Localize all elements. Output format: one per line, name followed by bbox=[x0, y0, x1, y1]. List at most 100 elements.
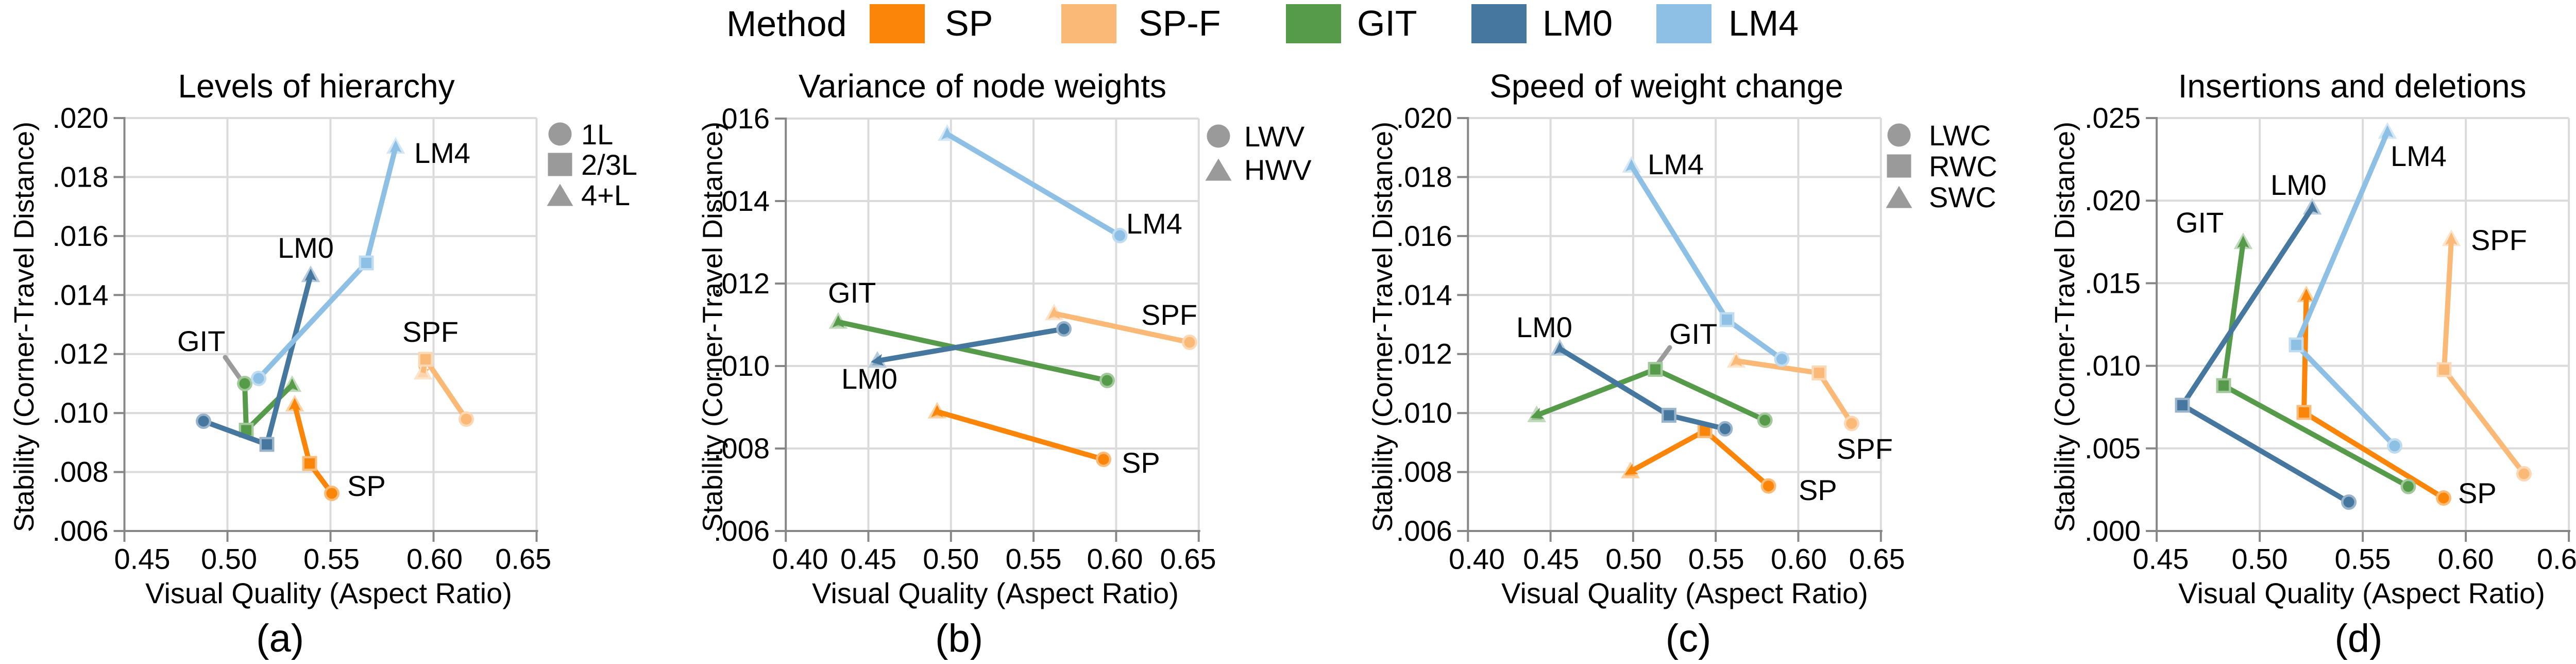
svg-text:0.65: 0.65 bbox=[1160, 543, 1216, 575]
svg-text:0.55: 0.55 bbox=[1006, 543, 1062, 575]
svg-text:LM4: LM4 bbox=[1126, 207, 1182, 240]
svg-text:LWV: LWV bbox=[1244, 120, 1305, 153]
svg-text:Speed of weight change: Speed of weight change bbox=[1489, 68, 1843, 105]
svg-text:GIT: GIT bbox=[2176, 206, 2224, 239]
svg-text:(b): (b) bbox=[935, 617, 983, 660]
svg-text:0.45: 0.45 bbox=[840, 543, 896, 575]
svg-text:0.65: 0.65 bbox=[495, 543, 551, 575]
svg-text:SPF: SPF bbox=[2471, 224, 2527, 256]
svg-text:0.50: 0.50 bbox=[1605, 543, 1662, 575]
svg-text:(a): (a) bbox=[256, 617, 304, 660]
svg-text:.018: .018 bbox=[53, 160, 109, 193]
svg-text:0.60: 0.60 bbox=[1771, 543, 1827, 575]
svg-text:.010: .010 bbox=[714, 350, 770, 382]
svg-text:Stability (Corner-Travel Dista: Stability (Corner-Travel Distance) bbox=[698, 122, 728, 532]
svg-text:(c): (c) bbox=[1666, 617, 1711, 660]
svg-text:0.65: 0.65 bbox=[2537, 543, 2576, 575]
svg-text:Insertions and deletions: Insertions and deletions bbox=[2178, 68, 2527, 105]
svg-text:.014: .014 bbox=[714, 185, 770, 217]
svg-text:SP: SP bbox=[2458, 477, 2497, 509]
svg-text:.008: .008 bbox=[1396, 456, 1452, 488]
svg-text:.016: .016 bbox=[714, 102, 770, 135]
svg-text:.016: .016 bbox=[53, 220, 109, 252]
svg-text:Visual Quality (Aspect Ratio): Visual Quality (Aspect Ratio) bbox=[812, 577, 1179, 609]
svg-text:Visual Quality (Aspect Ratio): Visual Quality (Aspect Ratio) bbox=[2178, 577, 2545, 609]
svg-text:LM4: LM4 bbox=[1728, 3, 1799, 43]
svg-text:LM0: LM0 bbox=[278, 231, 334, 264]
svg-text:0.45: 0.45 bbox=[114, 543, 171, 575]
svg-text:2/3L: 2/3L bbox=[581, 148, 637, 181]
svg-text:.006: .006 bbox=[53, 514, 109, 547]
svg-text:0.60: 0.60 bbox=[1087, 543, 1143, 575]
svg-text:LM0: LM0 bbox=[1516, 311, 1572, 343]
svg-text:.016: .016 bbox=[1396, 220, 1452, 252]
svg-text:0.65: 0.65 bbox=[1849, 543, 1905, 575]
svg-text:0.60: 0.60 bbox=[2438, 543, 2494, 575]
svg-text:Method: Method bbox=[726, 4, 846, 44]
svg-text:.010: .010 bbox=[53, 396, 109, 429]
svg-text:.010: .010 bbox=[1396, 396, 1452, 429]
svg-text:SP: SP bbox=[1799, 474, 1837, 506]
svg-text:Levels of hierarchy: Levels of hierarchy bbox=[178, 68, 454, 105]
svg-text:LM0: LM0 bbox=[841, 362, 897, 395]
svg-text:LM4: LM4 bbox=[2391, 140, 2447, 172]
svg-text:.006: .006 bbox=[1396, 514, 1452, 547]
svg-text:Variance of node weights: Variance of node weights bbox=[799, 68, 1166, 105]
svg-text:.015: .015 bbox=[2084, 267, 2141, 299]
svg-text:.006: .006 bbox=[714, 514, 770, 547]
svg-text:.025: .025 bbox=[2084, 102, 2141, 134]
svg-text:Stability (Corner-Travel Dista: Stability (Corner-Travel Distance) bbox=[2049, 122, 2080, 532]
svg-text:.008: .008 bbox=[714, 432, 770, 464]
svg-text:1L: 1L bbox=[581, 118, 613, 151]
svg-text:HWV: HWV bbox=[1244, 154, 1312, 186]
svg-text:0.55: 0.55 bbox=[1688, 543, 1744, 575]
svg-text:GIT: GIT bbox=[1357, 3, 1417, 43]
svg-text:.000: .000 bbox=[2084, 514, 2141, 547]
svg-text:SPF: SPF bbox=[1837, 433, 1893, 465]
svg-text:0.60: 0.60 bbox=[406, 543, 463, 575]
svg-text:RWC: RWC bbox=[1929, 150, 1997, 182]
svg-text:LWC: LWC bbox=[1929, 119, 1991, 152]
svg-text:.020: .020 bbox=[1396, 102, 1452, 134]
svg-text:0.55: 0.55 bbox=[303, 543, 360, 575]
svg-text:.014: .014 bbox=[53, 278, 109, 311]
svg-text:0.40: 0.40 bbox=[772, 543, 828, 575]
svg-text:.010: .010 bbox=[2084, 350, 2141, 382]
svg-text:0.50: 0.50 bbox=[201, 543, 257, 575]
svg-text:.012: .012 bbox=[53, 338, 109, 370]
svg-text:.012: .012 bbox=[714, 267, 770, 300]
svg-text:GIT: GIT bbox=[1669, 318, 1717, 350]
svg-text:LM0: LM0 bbox=[1543, 3, 1613, 43]
svg-text:0.50: 0.50 bbox=[2232, 543, 2288, 575]
svg-text:0.50: 0.50 bbox=[923, 543, 979, 575]
svg-text:SPF: SPF bbox=[1141, 298, 1197, 331]
svg-text:SP: SP bbox=[1122, 446, 1160, 479]
svg-text:.020: .020 bbox=[53, 102, 109, 134]
svg-text:0.45: 0.45 bbox=[2133, 543, 2189, 575]
svg-text:.005: .005 bbox=[2084, 432, 2141, 464]
svg-text:GIT: GIT bbox=[177, 325, 225, 357]
svg-text:.020: .020 bbox=[2084, 184, 2141, 217]
svg-text:LM4: LM4 bbox=[414, 137, 470, 169]
svg-text:Stability (Corner-Travel Dista: Stability (Corner-Travel Distance) bbox=[9, 122, 40, 532]
svg-text:4+L: 4+L bbox=[581, 179, 630, 211]
svg-text:0.40: 0.40 bbox=[1449, 543, 1505, 575]
svg-text:0.55: 0.55 bbox=[2335, 543, 2391, 575]
svg-text:SP: SP bbox=[945, 3, 993, 43]
svg-text:SP: SP bbox=[347, 470, 386, 502]
svg-text:SP-F: SP-F bbox=[1139, 3, 1221, 43]
svg-text:.018: .018 bbox=[1396, 160, 1452, 193]
svg-text:LM4: LM4 bbox=[1648, 148, 1704, 180]
svg-text:.012: .012 bbox=[1396, 338, 1452, 370]
svg-text:SPF: SPF bbox=[402, 316, 459, 348]
svg-text:Visual Quality (Aspect Ratio): Visual Quality (Aspect Ratio) bbox=[1501, 577, 1868, 609]
svg-text:Stability (Corner-Travel Dista: Stability (Corner-Travel Distance) bbox=[1367, 122, 1398, 532]
svg-text:(d): (d) bbox=[2335, 617, 2383, 660]
svg-text:Visual Quality (Aspect Ratio): Visual Quality (Aspect Ratio) bbox=[145, 577, 512, 609]
svg-text:SWC: SWC bbox=[1929, 181, 1996, 213]
svg-text:LM0: LM0 bbox=[2270, 169, 2327, 201]
svg-text:.008: .008 bbox=[53, 456, 109, 488]
svg-text:0.45: 0.45 bbox=[1523, 543, 1579, 575]
svg-text:.014: .014 bbox=[1396, 278, 1452, 311]
svg-text:GIT: GIT bbox=[828, 276, 876, 309]
